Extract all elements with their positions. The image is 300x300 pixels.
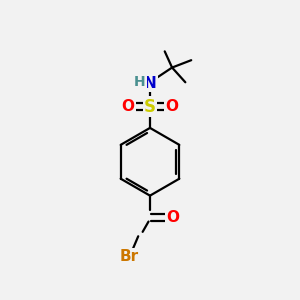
Text: O: O [166, 99, 178, 114]
Text: S: S [144, 98, 156, 116]
Text: O: O [122, 99, 134, 114]
Text: Br: Br [120, 249, 139, 264]
Text: H: H [134, 75, 146, 89]
Text: O: O [167, 210, 179, 225]
Text: N: N [144, 76, 156, 91]
